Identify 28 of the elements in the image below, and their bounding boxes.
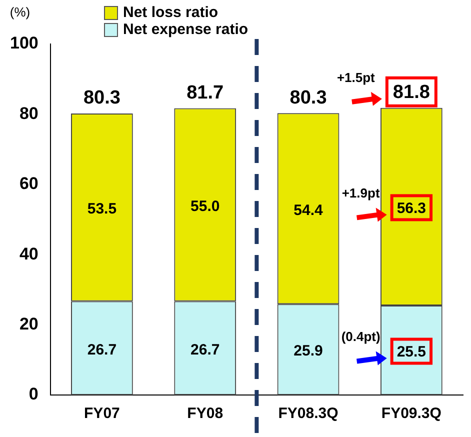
annotation: +1.5pt: [336, 70, 376, 85]
data-label: 25.5: [396, 343, 426, 360]
y-tick-label: 40: [19, 244, 38, 264]
x-tick-label: FY08.3Q: [278, 405, 339, 422]
x-tick-label: FY08: [187, 405, 224, 422]
annotation: (0.4pt): [341, 329, 380, 344]
total-label: 80.3: [83, 88, 120, 109]
y-axis-title: (%): [10, 4, 30, 20]
y-tick-label: 20: [19, 314, 38, 334]
total-label: 80.3: [290, 87, 327, 108]
y-tick-label: 80: [19, 104, 38, 123]
total-label: 81.8: [392, 82, 430, 104]
data-label: 26.7: [190, 341, 220, 358]
x-tick-label: FY07: [84, 405, 120, 422]
data-label: 55.0: [190, 198, 220, 215]
legend-label: Net loss ratio: [123, 4, 218, 21]
data-label: 56.3: [396, 200, 426, 217]
data-label: 25.9: [294, 342, 323, 360]
total-label: 81.7: [186, 82, 224, 104]
annotation: +1.9pt: [342, 186, 380, 201]
x-tick-label: FY09.3Q: [381, 405, 442, 422]
data-label: 53.5: [87, 200, 117, 218]
y-tick-label: 0: [28, 384, 38, 404]
y-tick-label: 60: [19, 174, 38, 194]
legend-label: Net expense ratio: [123, 21, 248, 38]
y-tick-label: 100: [10, 34, 38, 53]
data-label: 54.4: [294, 202, 324, 219]
data-label: 26.7: [87, 341, 117, 358]
